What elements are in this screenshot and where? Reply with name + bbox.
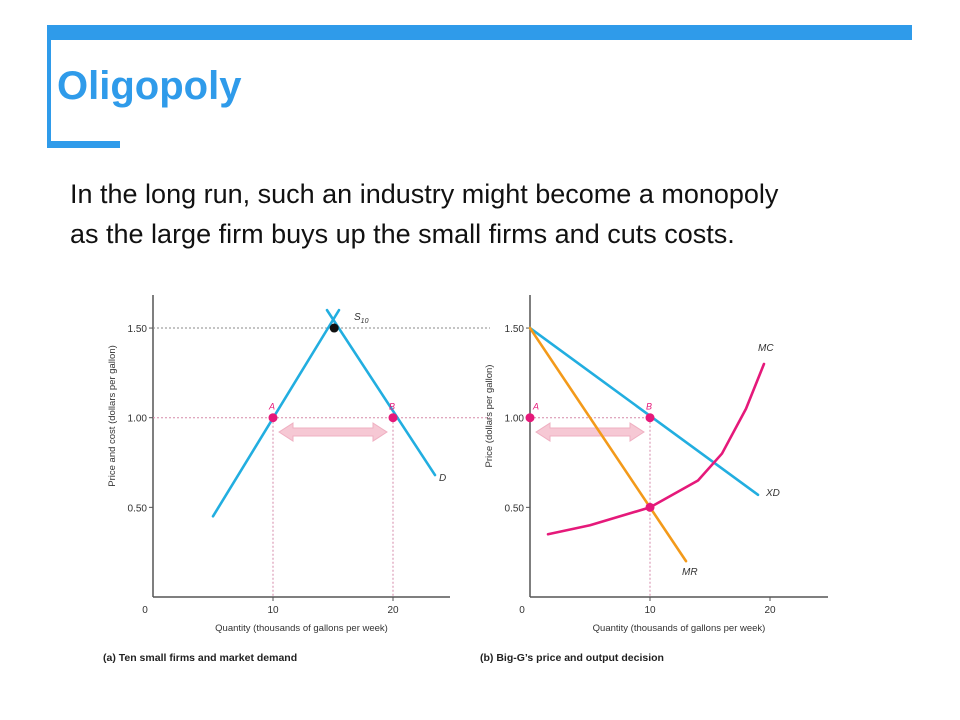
series-label-mc: MC: [758, 343, 774, 354]
series-label-mr: MR: [682, 567, 698, 578]
series-line-s10: [211, 308, 341, 518]
x-tick-label: 10: [644, 605, 656, 616]
title-top-bar: [47, 25, 912, 40]
x-tick-label: 20: [387, 605, 399, 616]
series-label-s10: S10: [354, 312, 369, 325]
x-tick-label: 0: [142, 605, 148, 616]
point-label-a: A: [268, 402, 275, 412]
body-line-1: In the long run, such an industry might …: [70, 179, 779, 209]
body-line-2: as the large firm buys up the small firm…: [70, 219, 735, 249]
point-marker-a: [525, 413, 535, 423]
point-marker-b: [645, 413, 655, 423]
point-marker-eq: [329, 323, 339, 333]
series-line-mr: [528, 326, 688, 563]
series-line-mc: [546, 362, 766, 536]
y-tick-label: 0.50: [505, 503, 525, 514]
point-label-a: A: [532, 402, 539, 412]
chart-caption: (a) Ten small firms and market demand: [103, 652, 297, 664]
title-left-bar: [47, 40, 51, 148]
slide-title: Oligopoly: [57, 64, 242, 108]
series-label-d: D: [439, 473, 446, 484]
series-label-xd: XD: [765, 488, 780, 499]
double-arrow: [278, 422, 388, 442]
point-marker-a: [268, 413, 278, 423]
series-line-d: [325, 308, 437, 477]
title-bottom-accent: [47, 141, 120, 148]
x-axis-label: Quantity (thousands of gallons per week): [215, 623, 388, 634]
y-tick-label: 1.50: [128, 324, 148, 335]
point-label-b: B: [646, 402, 652, 412]
y-axis-label: Price (dollars per gallon): [484, 365, 495, 468]
series-line-xd: [528, 326, 760, 497]
y-axis-label: Price and cost (dollars per gallon): [107, 345, 118, 487]
chart-caption: (b) Big-G’s price and output decision: [480, 652, 664, 664]
slide-body: In the long run, such an industry might …: [70, 174, 930, 254]
x-axis-label: Quantity (thousands of gallons per week): [593, 623, 766, 634]
y-tick-label: 0.50: [128, 503, 148, 514]
point-label-b: B: [389, 402, 395, 412]
x-tick-label: 20: [764, 605, 776, 616]
x-tick-label: 0: [519, 605, 525, 616]
x-tick-label: 10: [267, 605, 279, 616]
y-tick-label: 1.50: [505, 324, 525, 335]
point-marker-b: [388, 413, 398, 423]
y-tick-label: 1.00: [128, 414, 148, 425]
point-marker-eq: [645, 502, 655, 512]
y-tick-label: 1.00: [505, 414, 525, 425]
double-arrow: [535, 422, 645, 442]
